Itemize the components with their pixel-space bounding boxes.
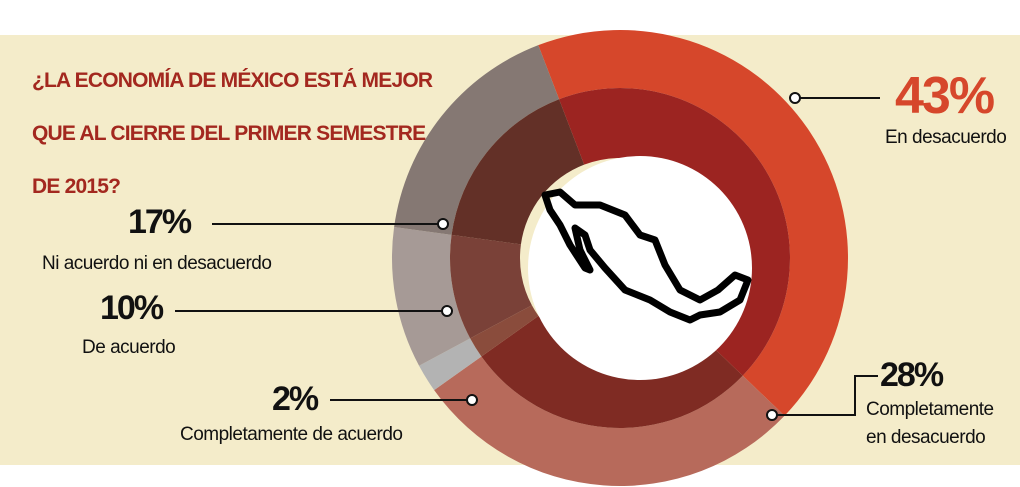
value-label: 10% bbox=[100, 289, 164, 327]
category-label: De acuerdo bbox=[82, 337, 176, 358]
slice-outer bbox=[538, 30, 849, 416]
chart-title: ¿LA ECONOMÍA DE MÉXICO ESTÁ MEJOR QUE AL… bbox=[32, 69, 433, 198]
slice-inner bbox=[470, 305, 539, 357]
slice-outer bbox=[419, 338, 482, 391]
leader-dot bbox=[466, 394, 478, 406]
leader-dot bbox=[441, 305, 453, 317]
slice-inner bbox=[451, 99, 585, 245]
slice-outer bbox=[434, 356, 785, 486]
category-label: Ni acuerdo ni en desacuerdo bbox=[42, 253, 272, 274]
value-label: 17% bbox=[128, 203, 192, 241]
slice-outer bbox=[392, 227, 471, 366]
category-label: En desacuerdo bbox=[885, 127, 1007, 148]
slice-outer bbox=[394, 45, 560, 235]
value-label: 28% bbox=[880, 356, 944, 394]
value-label: 43% bbox=[895, 67, 995, 125]
leader-dot bbox=[789, 92, 801, 104]
donut-hole bbox=[528, 156, 752, 380]
leader-dot bbox=[766, 409, 778, 421]
leader-dot bbox=[437, 218, 449, 230]
mexico-map bbox=[541, 188, 752, 324]
value-label: 2% bbox=[272, 380, 319, 418]
category-label: Completamente en desacuerdo bbox=[866, 399, 994, 448]
slice-inner bbox=[450, 234, 532, 339]
category-label: Completamente de acuerdo bbox=[180, 424, 403, 445]
leader-line bbox=[772, 375, 878, 416]
